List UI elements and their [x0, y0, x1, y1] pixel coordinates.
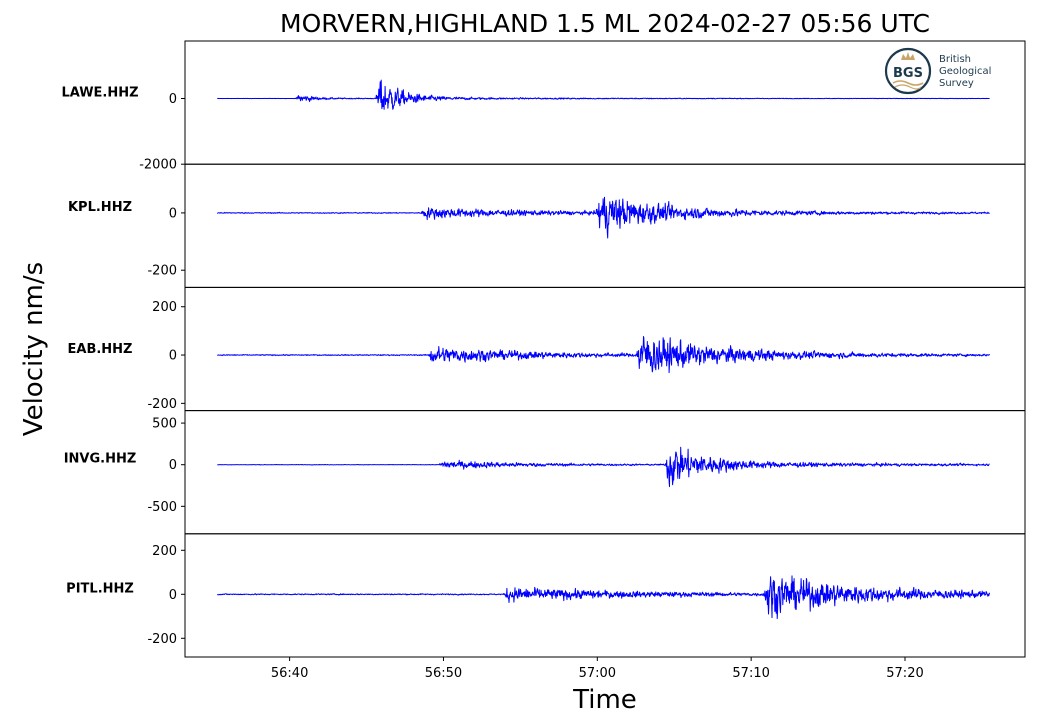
- y-tick-label: 200: [152, 544, 177, 559]
- trace-panel: 200 0 -200 PITL.HHZ: [66, 533, 1026, 658]
- logo-wave-icon: [894, 84, 922, 90]
- chart-title: MORVERN,HIGHLAND 1.5 ML 2024-02-27 05:56…: [280, 9, 930, 38]
- y-tick-label: -500: [147, 500, 177, 515]
- x-axis: 56:40 56:50 57:00 57:10 57:20: [271, 657, 924, 681]
- trace-panel: 200 0 -200 EAB.HHZ: [68, 286, 1026, 412]
- waveform-trace: [216, 575, 991, 620]
- y-tick-label: -200: [147, 264, 177, 279]
- y-tick-label: -2000: [139, 158, 177, 173]
- trace-panel: 500 0 -500 INVG.HHZ: [64, 410, 1026, 535]
- x-tick-label: 56:40: [271, 666, 308, 681]
- y-axis-title: Velocity nm/s: [19, 262, 49, 436]
- waveform-trace: [217, 336, 990, 374]
- bgs-logo: BGS British Geological Survey: [884, 47, 991, 95]
- y-tick-label: -200: [147, 397, 177, 412]
- station-label: INVG.HHZ: [64, 452, 137, 467]
- y-tick-label: 0: [169, 349, 177, 364]
- trace-panel: 0 -200 KPL.HHZ: [68, 163, 1026, 288]
- waveform-trace: [217, 196, 990, 239]
- logo-wave-icon: [892, 80, 924, 86]
- trace-panel: 0 -2000 LAWE.HHZ: [61, 40, 1026, 173]
- y-tick-label: 0: [169, 588, 177, 603]
- waveform-trace: [217, 79, 990, 110]
- station-label: PITL.HHZ: [66, 581, 134, 596]
- panel-frame: [184, 410, 1026, 535]
- y-tick-label: 0: [169, 206, 177, 221]
- logo-crown-icon: [901, 52, 915, 60]
- x-tick-label: 57:00: [579, 666, 616, 681]
- panel-frame: [184, 286, 1026, 412]
- x-axis-title: Time: [572, 685, 637, 715]
- logo-line-3: Survey: [939, 78, 974, 89]
- station-label: KPL.HHZ: [68, 200, 132, 215]
- station-label: LAWE.HHZ: [61, 85, 138, 100]
- logo-line-2: Geological: [939, 66, 991, 77]
- y-tick-label: 500: [152, 417, 177, 432]
- x-tick-label: 56:50: [425, 666, 462, 681]
- y-tick-label: -200: [147, 632, 177, 647]
- logo-line-1: British: [939, 54, 971, 65]
- waveform-trace: [217, 446, 990, 488]
- logo-initials: BGS: [893, 66, 923, 81]
- panel-frame: [184, 533, 1026, 658]
- x-tick-label: 57:20: [886, 666, 923, 681]
- trace-panels: 0-2000LAWE.HHZ0-200KPL.HHZ2000-200EAB.HH…: [61, 40, 1026, 658]
- y-tick-label: 200: [152, 300, 177, 315]
- y-tick-label: 0: [169, 458, 177, 473]
- x-tick-label: 57:10: [732, 666, 769, 681]
- y-tick-label: 0: [169, 92, 177, 107]
- station-label: EAB.HHZ: [68, 342, 133, 357]
